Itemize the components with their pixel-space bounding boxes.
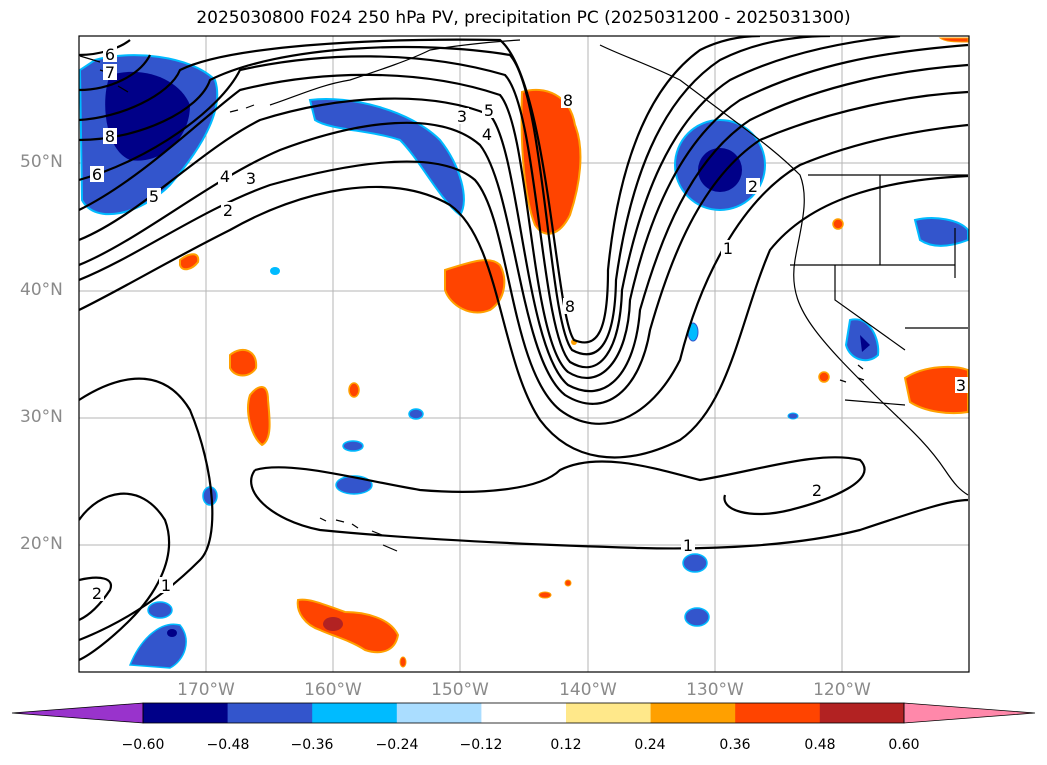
contour-label: 8: [105, 127, 115, 146]
contour-label: 6: [105, 45, 115, 64]
lon-label: 150°W: [431, 680, 489, 700]
colorbar-segment: [227, 703, 313, 723]
lon-label: 170°W: [177, 680, 235, 700]
contour-label: 1: [161, 576, 171, 595]
contour-label: 1: [723, 239, 733, 258]
colorbar-tick-label: 0.36: [719, 737, 751, 753]
contour-label: 8: [565, 297, 575, 316]
contour-label: 1: [683, 536, 693, 555]
lat-label: 30°N: [20, 407, 63, 427]
lon-label: 120°W: [813, 680, 871, 700]
pv-contours: [79, 36, 969, 662]
map-frame: [78, 35, 970, 673]
contour-label: 2: [92, 584, 102, 603]
contour-label: 3: [246, 169, 256, 188]
colorbar-segment: [312, 703, 398, 723]
colorbar-segment: [735, 703, 821, 723]
lat-label: 40°N: [20, 280, 63, 300]
colorbar-tick-label: 0.12: [550, 737, 582, 753]
colorbar: [11, 702, 1036, 724]
colorbar-tick-label: −0.48: [206, 737, 250, 753]
colorbar-extend-low: [11, 702, 144, 724]
colorbar-segment: [143, 703, 229, 723]
contour-label: 4: [220, 167, 230, 186]
colorbar-segment: [566, 703, 652, 723]
contour-label: 3: [457, 107, 467, 126]
colorbar-segment: [819, 703, 905, 723]
contour-label: 2: [223, 201, 233, 220]
colorbar-tick-label: 0.60: [888, 737, 920, 753]
coastlines: [79, 39, 969, 552]
lat-label: 20°N: [20, 534, 63, 554]
colorbar-tick-label: −0.36: [290, 737, 334, 753]
contour-label: 2: [812, 481, 822, 500]
colorbar-extend-high: [903, 702, 1036, 724]
contour-label: 5: [149, 187, 159, 206]
colorbar-segment: [650, 703, 736, 723]
colorbar-segment: [396, 703, 482, 723]
lat-label: 50°N: [20, 152, 63, 172]
lon-label: 160°W: [304, 680, 362, 700]
contour-label: 6: [92, 165, 102, 184]
precip-negative-areas: [79, 54, 969, 669]
colorbar-tick-label: −0.60: [121, 737, 165, 753]
map-title: 2025030800 F024 250 hPa PV, precipitatio…: [196, 8, 851, 28]
contour-label: 4: [482, 125, 492, 144]
contour-label: 3: [956, 376, 966, 395]
precip-positive-areas: [179, 37, 969, 668]
colorbar-tick-label: −0.12: [459, 737, 503, 753]
contour-label: 5: [484, 101, 494, 120]
lon-label: 140°W: [559, 680, 617, 700]
lon-label: 130°W: [686, 680, 744, 700]
colorbar-tick-label: 0.24: [634, 737, 666, 753]
contour-label: 8: [563, 91, 573, 110]
contour-label: 2: [748, 177, 758, 196]
colorbar-segment: [481, 703, 567, 723]
colorbar-tick-label: −0.24: [375, 737, 419, 753]
contour-labels: 6 7 8 6 5 4 3 2 3 5 4 8 8 1: [90, 45, 968, 603]
map-plot: 6 7 8 6 5 4 3 2 3 5 4 8 8 1: [78, 35, 970, 673]
contour-label: 7: [105, 63, 115, 82]
colorbar-tick-label: 0.48: [804, 737, 836, 753]
